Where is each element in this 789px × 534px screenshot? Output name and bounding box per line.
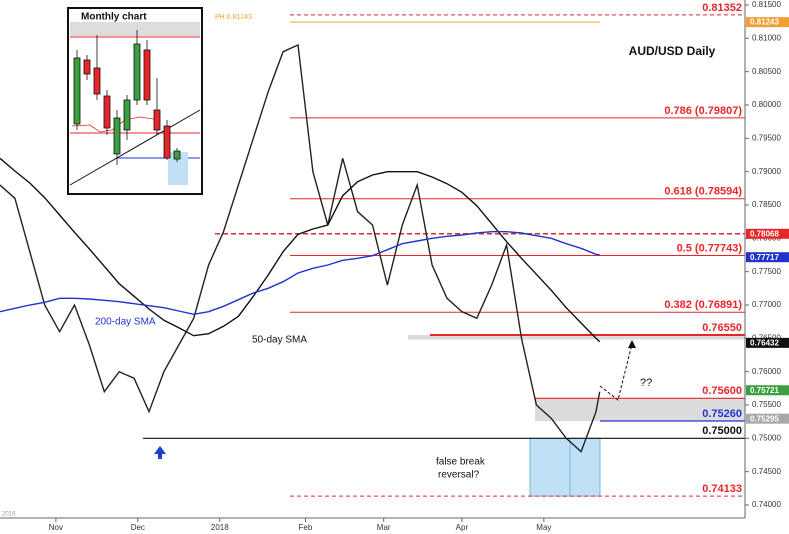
y-tick-label: 0.79500 xyxy=(752,133,781,142)
axis-marker xyxy=(746,17,789,28)
axis-marker-label: 0.78068 xyxy=(750,229,779,238)
inset-title: Monthly chart xyxy=(81,12,147,23)
x-tick-label: May xyxy=(536,523,551,532)
axis-marker xyxy=(746,228,789,239)
axis-marker-label: 0.77717 xyxy=(750,253,779,262)
arrow xyxy=(154,446,166,459)
level-label: 0.75000 xyxy=(702,425,742,437)
y-tick-label: 0.75000 xyxy=(752,433,781,442)
y-tick-label: 0.78500 xyxy=(752,200,781,209)
x-tick-label: Dec xyxy=(131,523,145,532)
annotation: reversal? xyxy=(438,470,480,481)
axis-marker xyxy=(746,385,789,396)
series-line xyxy=(0,157,601,343)
axis-marker xyxy=(746,413,789,424)
y-tick-label: 0.81000 xyxy=(752,33,781,42)
axis: 0.74000 0.74500 0.75000 0.75500 0.76000 0.765… xyxy=(49,0,789,532)
level-label: 0.382 (0.76891) xyxy=(664,299,742,311)
annotation: ?? xyxy=(640,377,652,389)
x-tick-label: Apr xyxy=(456,523,469,532)
arrow-head xyxy=(628,340,636,348)
inset-ma xyxy=(71,116,161,133)
watermark: 2019 xyxy=(2,512,16,518)
level-label: PH 0.81243 xyxy=(215,14,252,21)
zone xyxy=(529,437,601,497)
y-tick-label: 0.76000 xyxy=(752,367,781,376)
y-tick-label: 0.77500 xyxy=(752,267,781,276)
level-label: 0.75600 xyxy=(702,385,742,397)
series-line xyxy=(0,231,600,316)
chart-title: AUD/USD Daily xyxy=(629,44,716,58)
annotation: 200-day SMA xyxy=(95,317,156,328)
level-label: 0.81352 xyxy=(702,2,742,14)
levels: 0.81352 PH 0.81243 0.786 (0.79807) 0.618 (0… xyxy=(143,2,745,497)
level-label: 0.618 (0.78594) xyxy=(664,186,742,198)
axis-marker-label: 0.81243 xyxy=(750,18,779,27)
y-tick-label: 0.79000 xyxy=(752,167,781,176)
level-label: 0.74133 xyxy=(702,483,742,495)
zones xyxy=(408,335,745,497)
inset: Monthly chart xyxy=(67,7,203,195)
projection xyxy=(599,343,633,401)
axis-marker xyxy=(746,337,789,348)
lines xyxy=(0,43,601,453)
inset-band xyxy=(70,22,200,36)
y-tick-label: 0.81500 xyxy=(752,0,781,9)
y-tick-label: 0.77000 xyxy=(752,300,781,309)
axis-marker-label: 0.75295 xyxy=(750,414,779,423)
inset-trend xyxy=(69,109,201,186)
x-tick-label: Mar xyxy=(377,523,391,532)
y-tick-label: 0.80000 xyxy=(752,100,781,109)
zone xyxy=(535,398,745,421)
axis-marker-label: 0.76432 xyxy=(750,338,779,347)
inset-zone xyxy=(168,152,188,185)
y-tick-label: 0.74000 xyxy=(752,500,781,509)
x-tick-label: Feb xyxy=(299,523,313,532)
annotation: 50-day SMA xyxy=(252,335,307,346)
series-line xyxy=(0,43,601,453)
level-label: 0.76550 xyxy=(702,322,742,334)
axis-marker-label: 0.75721 xyxy=(750,386,779,395)
y-tick-label: 0.75500 xyxy=(752,400,781,409)
x-tick-label: Nov xyxy=(49,523,63,532)
y-tick-label: 0.74500 xyxy=(752,467,781,476)
level-label: 0.75260 xyxy=(702,408,742,420)
level-label: 0.5 (0.77743) xyxy=(677,242,743,254)
y-tick-label: 0.80500 xyxy=(752,67,781,76)
level-label: 0.786 (0.79807) xyxy=(664,105,742,117)
zone xyxy=(408,335,745,340)
annotation: false break xyxy=(436,457,486,468)
axis-marker xyxy=(746,252,789,263)
x-tick-label: 2018 xyxy=(211,523,229,532)
inset-candles xyxy=(73,30,181,165)
